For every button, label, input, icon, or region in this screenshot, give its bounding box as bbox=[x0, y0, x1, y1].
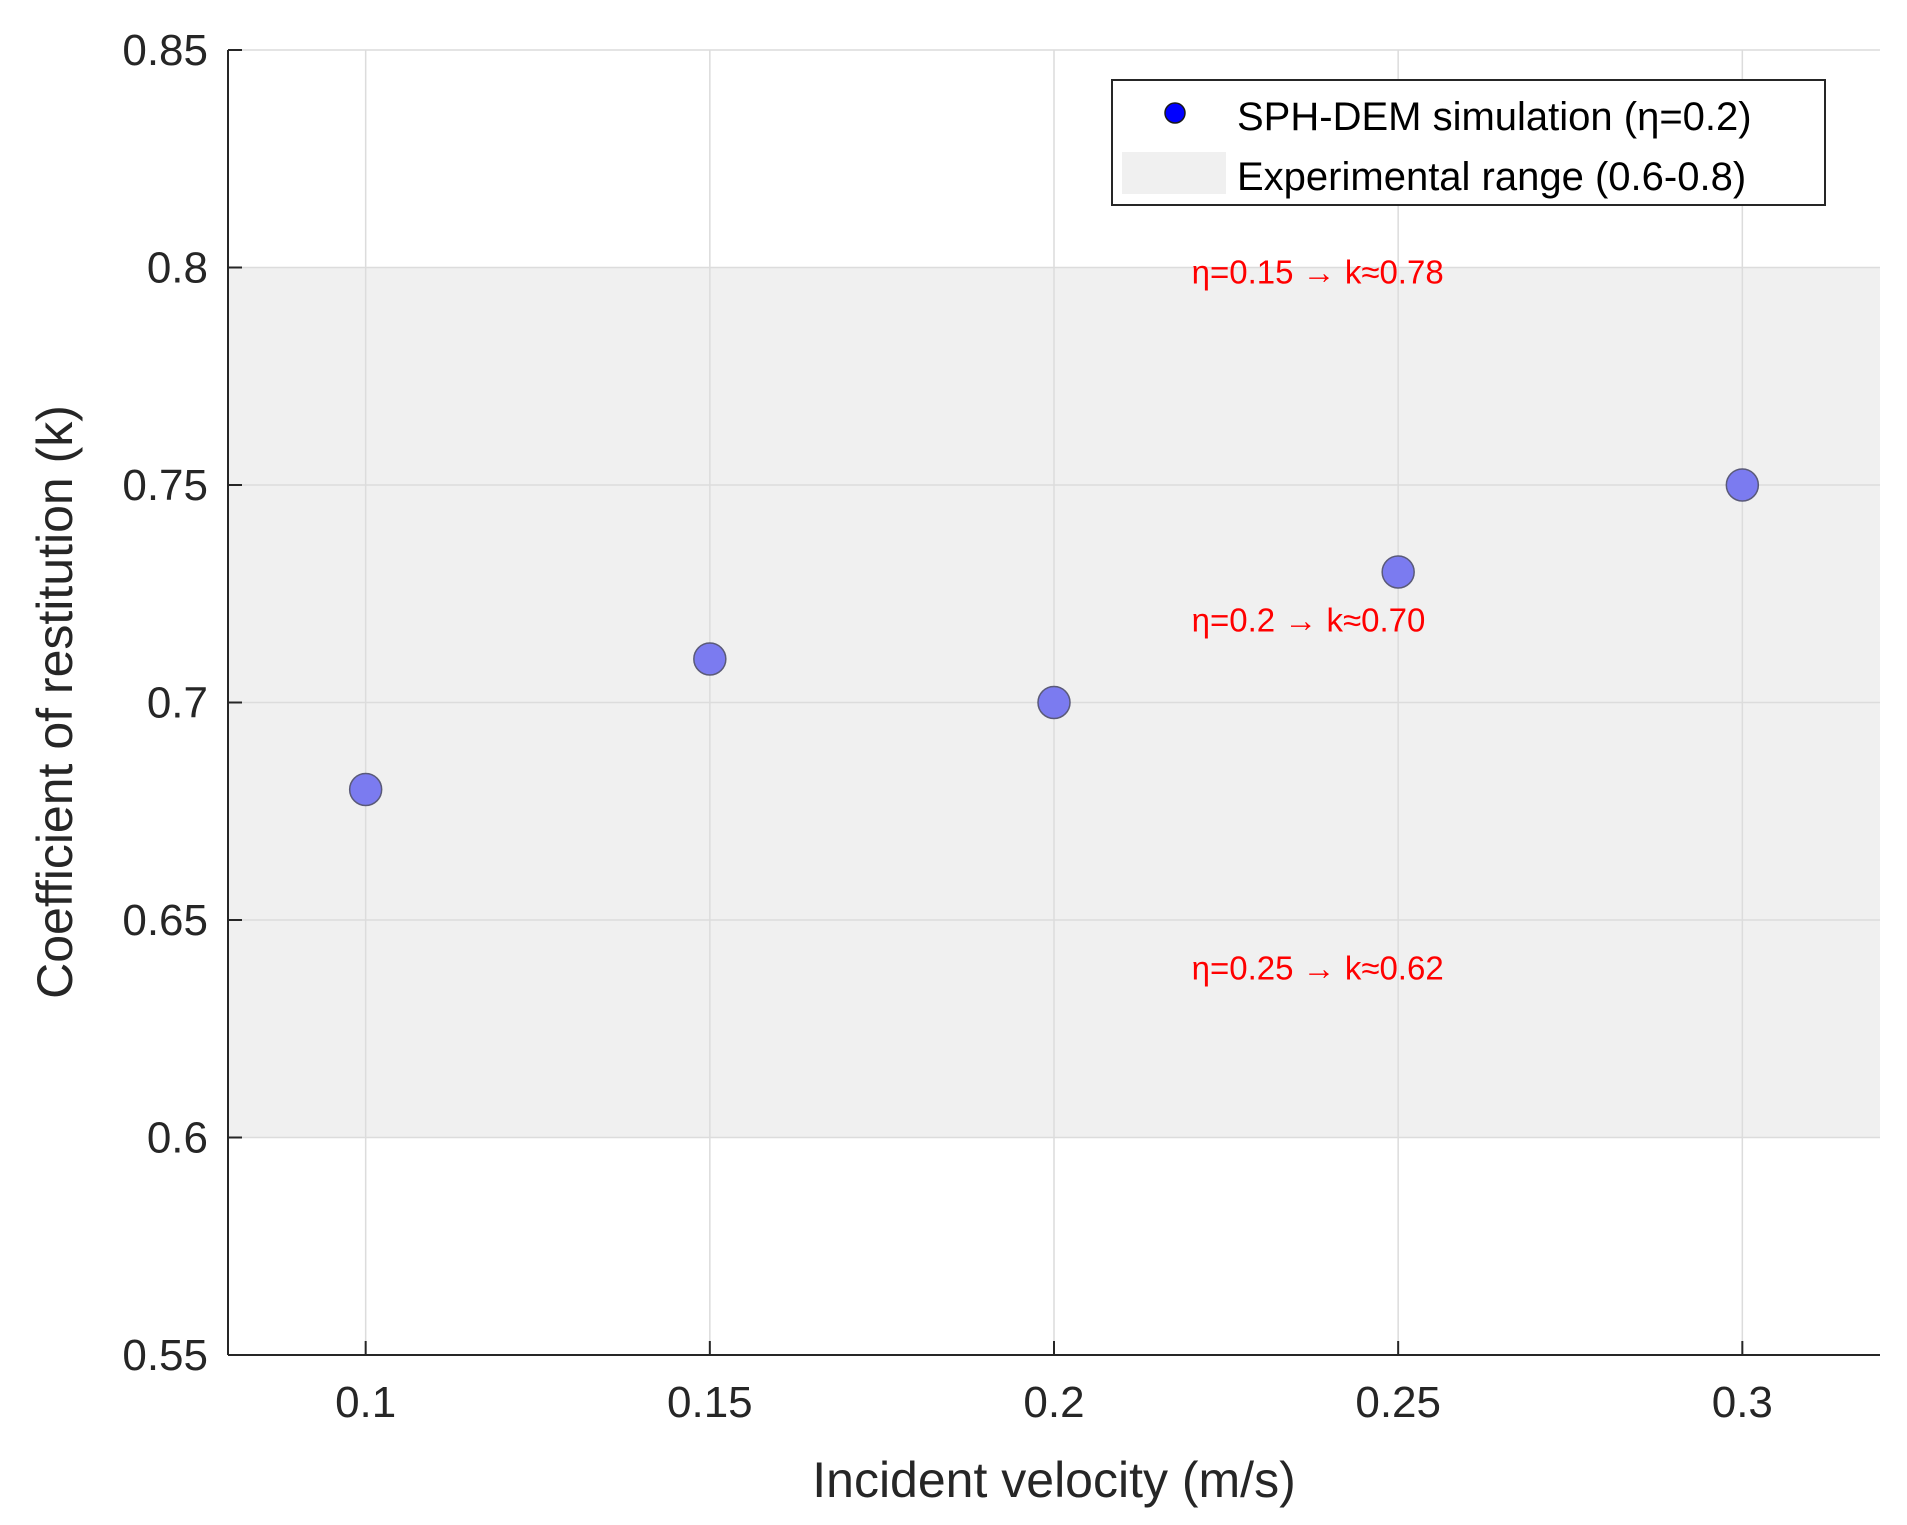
ticks-layer: 0.1 0.15 0.2 0.25 0.3 0.55 0.6 0.65 0.7 0.75 0.8 0.… bbox=[122, 26, 1773, 1427]
x-tick-label: 0.1 bbox=[335, 1378, 396, 1427]
y-tick-label: 0.75 bbox=[122, 461, 208, 510]
legend: SPH-DEM simulation (η=0.2) Experimental … bbox=[1111, 79, 1826, 206]
annotation-label: η=0.25 → k≈0.62 bbox=[1192, 950, 1444, 987]
x-tick-label: 0.15 bbox=[667, 1378, 753, 1427]
y-tick-label: 0.8 bbox=[147, 244, 208, 293]
legend-label-simulation: SPH-DEM simulation (η=0.2) bbox=[1237, 95, 1752, 139]
y-tick-label: 0.6 bbox=[147, 1114, 208, 1163]
x-axis-label: Incident velocity (m/s) bbox=[812, 1452, 1295, 1508]
data-point bbox=[693, 642, 727, 676]
data-point bbox=[1725, 468, 1760, 502]
legend-box bbox=[1111, 79, 1826, 206]
annotation-label: η=0.2 → k≈0.70 bbox=[1192, 602, 1426, 639]
data-point bbox=[348, 772, 383, 807]
legend-label-experimental-range: Experimental range (0.6-0.8) bbox=[1237, 155, 1746, 199]
y-tick-label: 0.7 bbox=[147, 679, 208, 728]
legend-marker-simulation bbox=[1164, 102, 1186, 124]
y-tick-label: 0.85 bbox=[122, 26, 208, 75]
x-tick-label: 0.3 bbox=[1712, 1378, 1773, 1427]
x-tick-label: 0.2 bbox=[1023, 1378, 1084, 1427]
y-tick-label: 0.65 bbox=[122, 896, 208, 945]
annotation-layer: η=0.15 → k≈0.78 η=0.2 → k≈0.70 η=0.25 → k≈… bbox=[1192, 254, 1444, 987]
legend-swatch-experimental-range bbox=[1122, 152, 1226, 194]
y-axis-label: Coefficient of restitution (k) bbox=[27, 405, 83, 999]
y-tick-label: 0.55 bbox=[122, 1331, 208, 1380]
annotation-label: η=0.15 → k≈0.78 bbox=[1192, 254, 1444, 291]
x-tick-label: 0.25 bbox=[1355, 1378, 1441, 1427]
data-point bbox=[1381, 555, 1415, 589]
points-layer bbox=[348, 468, 1760, 807]
data-point bbox=[1037, 685, 1071, 720]
